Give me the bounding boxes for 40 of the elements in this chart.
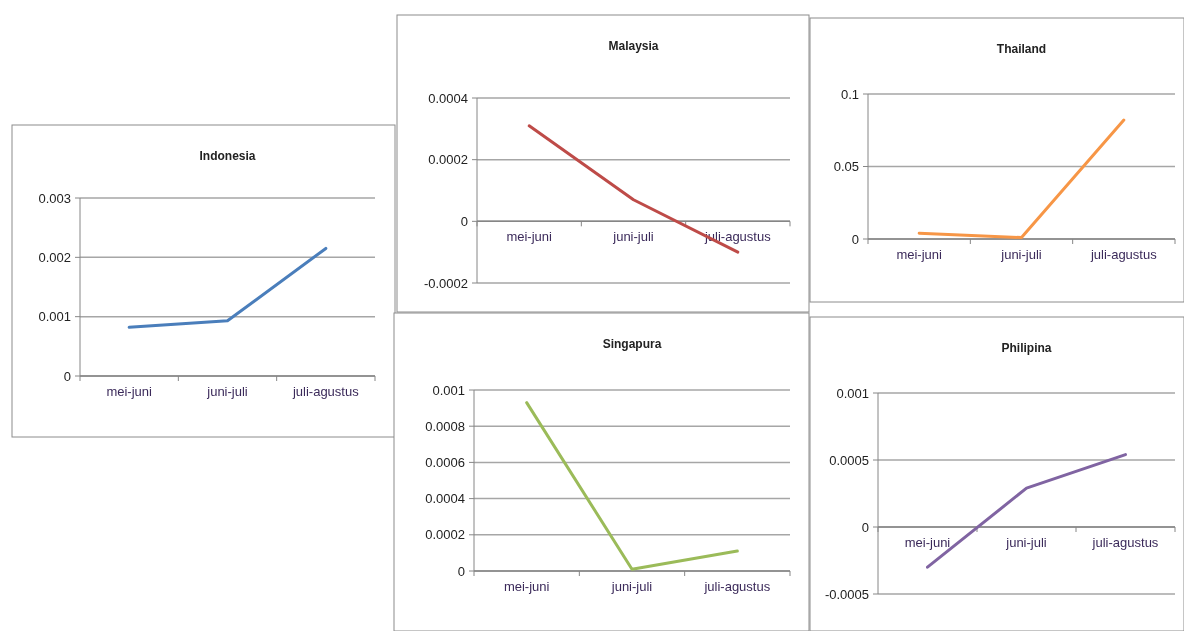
x-tick-label: juli-agustus xyxy=(703,579,771,594)
y-tick-label: 0.001 xyxy=(432,382,465,398)
y-tick-label: 0.0002 xyxy=(425,527,465,543)
x-tick-label: mei-juni xyxy=(904,535,951,550)
y-tick-label: 0.1 xyxy=(840,86,859,102)
y-tick-label: 0 xyxy=(460,213,468,229)
y-tick-label: -0.0002 xyxy=(423,275,468,291)
y-tick-label: 0 xyxy=(457,563,465,579)
x-tick-label: juli-agustus xyxy=(1091,535,1159,550)
x-tick-label: mei-juni xyxy=(506,229,553,245)
y-tick-label: 0.001 xyxy=(38,309,71,325)
x-tick-label: juni-juli xyxy=(610,579,653,594)
y-tick-label: 0.001 xyxy=(836,385,869,401)
y-tick-label: 0.05 xyxy=(833,159,859,175)
y-tick-label: 0.002 xyxy=(38,249,71,265)
x-tick-label: mei-juni xyxy=(896,247,943,262)
x-tick-label: juni-juli xyxy=(612,229,654,245)
y-tick-label: 0.0005 xyxy=(829,452,869,468)
chart-title: Thailand xyxy=(996,42,1047,56)
x-tick-label: juli-agustus xyxy=(1089,247,1158,262)
y-tick-label: 0.0006 xyxy=(425,454,465,470)
chart-title: Malaysia xyxy=(608,39,659,53)
chart-title: Singapura xyxy=(602,337,662,351)
chart-title: Indonesia xyxy=(199,149,256,163)
y-tick-label: 0 xyxy=(861,519,869,535)
y-tick-label: 0 xyxy=(851,231,859,247)
x-tick-label: mei-juni xyxy=(106,384,153,399)
x-tick-label: juni-juli xyxy=(206,384,248,399)
y-tick-label: 0.0008 xyxy=(425,418,465,434)
chart-title: Philipina xyxy=(1001,341,1052,355)
y-tick-label: 0.003 xyxy=(38,190,71,206)
y-tick-label: -0.0005 xyxy=(824,586,869,602)
x-tick-label: juli-agustus xyxy=(291,384,360,399)
y-tick-label: 0.0004 xyxy=(425,491,465,507)
y-tick-label: 0.0004 xyxy=(428,90,468,106)
y-tick-label: 0 xyxy=(63,368,71,384)
y-tick-label: 0.0002 xyxy=(428,152,468,168)
x-tick-label: juni-juli xyxy=(1000,247,1042,262)
x-tick-label: juni-juli xyxy=(1005,535,1047,550)
x-tick-label: mei-juni xyxy=(503,579,550,594)
